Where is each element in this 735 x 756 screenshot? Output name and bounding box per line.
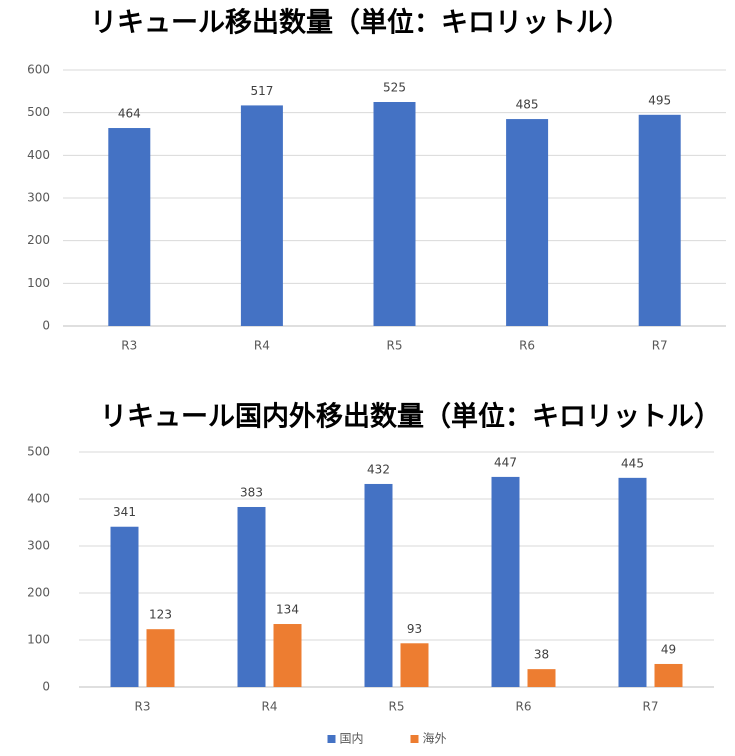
legend-swatch	[410, 735, 419, 743]
x-tick-label: R6	[516, 700, 532, 714]
value-label: 445	[621, 456, 644, 470]
value-label: 432	[367, 462, 390, 476]
chart-title: リキュール移出数量（単位：キロリットル）	[90, 7, 630, 39]
value-label: 49	[661, 642, 676, 656]
bar	[237, 506, 266, 687]
x-tick-label: R3	[121, 339, 137, 353]
y-tick-label: 200	[27, 233, 50, 247]
y-tick-label: 500	[27, 445, 50, 459]
chart-title: リキュール国内外移出数量（単位：キロリットル）	[100, 401, 721, 433]
y-tick-label: 0	[42, 319, 50, 333]
value-label: 464	[118, 107, 141, 121]
value-label: 525	[383, 81, 406, 95]
legend-label: 海外	[423, 731, 447, 746]
x-tick-label: R4	[254, 339, 270, 353]
x-tick-label: R5	[387, 339, 403, 353]
bar	[527, 669, 556, 687]
bar	[108, 128, 151, 326]
legend-swatch	[327, 735, 336, 743]
value-label: 93	[407, 622, 422, 636]
x-tick-label: R5	[389, 700, 405, 714]
x-tick-label: R4	[262, 700, 278, 714]
x-tick-label: R6	[519, 339, 535, 353]
y-tick-label: 300	[27, 539, 50, 553]
bar	[240, 105, 283, 326]
y-tick-label: 400	[27, 492, 50, 506]
bar	[506, 119, 549, 326]
bar	[638, 114, 681, 326]
y-tick-label: 200	[27, 586, 50, 600]
x-tick-label: R3	[135, 700, 151, 714]
x-tick-label: R7	[652, 339, 668, 353]
bar	[110, 526, 139, 687]
value-label: 134	[276, 603, 299, 617]
bar	[618, 477, 647, 687]
value-label: 447	[494, 455, 517, 469]
y-tick-label: 600	[27, 63, 50, 77]
bar	[273, 624, 302, 687]
value-label: 123	[149, 608, 172, 622]
value-label: 341	[113, 505, 136, 519]
value-label: 383	[240, 485, 263, 499]
value-label: 485	[516, 98, 539, 112]
bar	[364, 483, 393, 687]
y-tick-label: 100	[27, 633, 50, 647]
bar	[146, 629, 175, 687]
value-label: 38	[534, 648, 549, 662]
y-tick-label: 0	[42, 680, 50, 694]
y-tick-label: 400	[27, 148, 50, 162]
x-tick-label: R7	[643, 700, 659, 714]
value-label: 517	[250, 84, 273, 98]
legend-label: 国内	[340, 732, 364, 746]
value-label: 495	[648, 93, 671, 107]
bar	[400, 643, 429, 687]
bar	[373, 102, 416, 326]
y-tick-label: 500	[27, 105, 50, 119]
y-tick-label: 300	[27, 191, 50, 205]
bar	[491, 476, 520, 687]
bar	[654, 663, 683, 687]
y-tick-label: 100	[27, 276, 50, 290]
